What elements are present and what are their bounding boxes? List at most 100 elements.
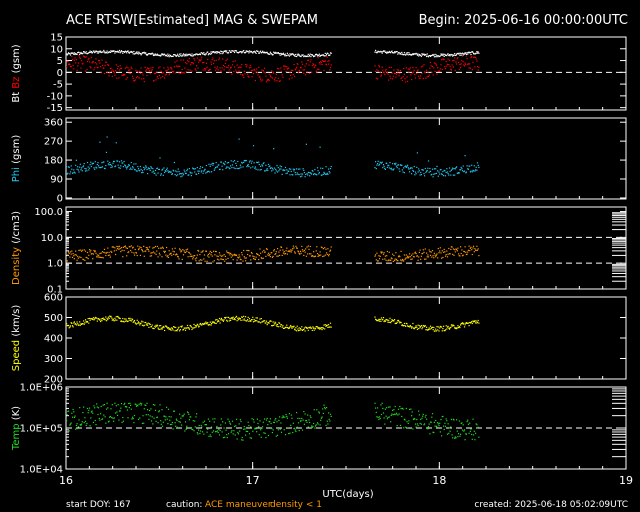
data-point — [77, 62, 79, 64]
data-point — [384, 73, 386, 76]
data-point — [101, 318, 104, 320]
data-point — [243, 318, 245, 320]
data-point — [257, 169, 259, 171]
data-point — [429, 167, 431, 170]
y-tick-label: 0.1 — [47, 285, 63, 296]
data-point — [195, 326, 197, 328]
data-point — [404, 165, 406, 168]
data-point — [105, 252, 108, 254]
data-point — [155, 420, 157, 422]
data-point — [476, 245, 478, 247]
data-point — [219, 322, 221, 324]
data-point — [329, 250, 331, 252]
data-point — [286, 52, 288, 54]
data-point — [329, 69, 331, 71]
data-point — [221, 165, 223, 167]
data-point — [409, 408, 411, 410]
data-point — [76, 168, 78, 170]
data-point — [291, 327, 293, 329]
data-point — [243, 160, 245, 162]
data-point — [87, 59, 89, 61]
data-point — [198, 172, 200, 174]
data-point — [279, 80, 281, 82]
data-point — [418, 170, 420, 172]
data-point — [303, 249, 305, 251]
data-point — [205, 68, 207, 70]
data-point — [81, 249, 83, 251]
data-point — [117, 246, 119, 248]
data-point — [405, 257, 407, 259]
data-point — [382, 412, 385, 414]
data-point — [209, 171, 211, 173]
data-point — [474, 320, 476, 322]
data-point — [271, 256, 273, 258]
data-point — [135, 405, 138, 407]
data-point — [445, 171, 447, 174]
data-point — [107, 64, 109, 66]
data-point — [276, 80, 278, 82]
data-point — [74, 57, 76, 59]
data-point — [279, 416, 281, 418]
data-point — [408, 325, 410, 327]
data-point — [164, 250, 166, 252]
data-point — [218, 259, 220, 261]
data-point — [158, 54, 160, 56]
data-point — [110, 408, 112, 410]
data-point — [189, 53, 191, 55]
data-point — [75, 323, 77, 325]
data-point — [200, 251, 202, 253]
data-point — [188, 327, 190, 329]
data-point — [258, 255, 260, 257]
data-point — [301, 245, 303, 247]
data-point — [401, 77, 403, 79]
data-point — [318, 62, 320, 64]
data-point — [166, 246, 168, 249]
data-point — [441, 257, 443, 259]
data-point — [237, 431, 239, 434]
data-point — [303, 169, 305, 171]
data-point — [382, 51, 384, 53]
data-point — [413, 165, 415, 168]
data-point — [125, 166, 127, 168]
data-point — [253, 421, 255, 423]
data-point — [433, 67, 435, 69]
data-point — [223, 69, 225, 71]
data-point — [81, 170, 83, 172]
data-point — [305, 248, 307, 250]
data-point — [222, 259, 224, 261]
data-point — [98, 318, 100, 320]
data-point — [399, 53, 401, 55]
data-point — [389, 51, 391, 53]
data-point — [177, 65, 179, 67]
data-point — [401, 79, 403, 82]
data-point — [196, 53, 198, 55]
data-point — [247, 75, 249, 77]
data-point — [134, 403, 136, 405]
data-point — [463, 326, 466, 328]
data-point — [226, 58, 228, 60]
data-point — [384, 319, 386, 322]
data-point — [282, 249, 284, 251]
data-point — [466, 52, 468, 54]
data-point — [222, 162, 224, 164]
data-point — [88, 52, 90, 54]
data-point — [209, 68, 211, 70]
data-point — [220, 258, 222, 260]
data-point — [120, 251, 122, 253]
data-point — [199, 322, 202, 325]
data-point — [86, 321, 89, 323]
data-point — [246, 51, 248, 53]
data-point — [417, 424, 419, 427]
data-point — [156, 325, 158, 327]
data-point — [383, 50, 385, 52]
data-point — [79, 57, 81, 59]
data-point — [273, 167, 275, 169]
data-point — [214, 254, 216, 256]
data-point — [167, 66, 169, 68]
data-point — [444, 170, 446, 172]
data-point — [379, 318, 381, 321]
data-point — [202, 172, 204, 174]
data-point — [239, 167, 241, 169]
